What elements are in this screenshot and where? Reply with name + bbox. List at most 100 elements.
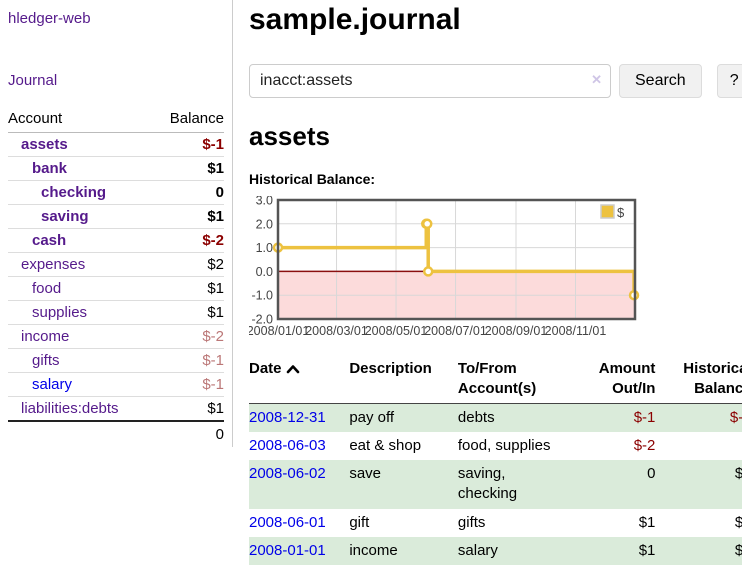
account-link[interactable]: bank [32, 160, 68, 177]
transaction-date-link[interactable]: 2008-06-01 [249, 513, 326, 531]
sort-ascending-icon [286, 365, 299, 374]
register-header-balance: Historical Balance [655, 357, 742, 404]
account-link[interactable]: checking [41, 184, 107, 201]
account-row: checking 0 [8, 180, 224, 205]
transaction-balance: $2 [734, 465, 742, 483]
chart-y-tick-label: 3.0 [256, 196, 273, 208]
transaction-date-link[interactable]: 2008-06-03 [249, 436, 326, 454]
transaction-accounts: salary [457, 541, 498, 559]
transaction-accounts: debts [457, 408, 495, 426]
chart-x-tick-label: 2008/05/01 [365, 324, 428, 338]
accounts-total-value: 0 [152, 420, 224, 447]
account-name-cell: checking [8, 180, 153, 205]
chart-y-tick-label: -1.0 [251, 289, 273, 303]
account-balance: 0 [152, 180, 224, 205]
chart-x-tick-label: 2008/11/01 [545, 324, 607, 338]
account-row: liabilities:debts $1 [8, 396, 224, 422]
chart-legend: $ [597, 203, 631, 223]
account-name-cell: bank [8, 156, 153, 181]
search-input-wrap: ✕ [249, 64, 611, 98]
chart-data-point [422, 266, 434, 277]
historical-balance-chart: $3.0 2.0 1.0 0.0 -1.0 -2.02008/01/012008/03/0… [249, 196, 640, 338]
transaction-row: 2008-01-01 income salary $1 $1 [249, 536, 742, 566]
account-row: bank $1 [8, 156, 224, 181]
account-balance: $1 [152, 156, 224, 181]
transaction-date-link[interactable]: 2008-01-01 [249, 541, 326, 559]
account-heading: assets [249, 121, 330, 151]
account-name-cell: liabilities:debts [8, 396, 153, 422]
account-link[interactable]: salary [32, 376, 73, 393]
accounts-header-account: Account [8, 106, 153, 133]
account-row: gifts $-1 [8, 348, 224, 373]
brand-link[interactable]: hledger-web [8, 10, 91, 27]
account-link[interactable]: liabilities:debts [21, 400, 119, 417]
transaction-balance: $2 [734, 513, 742, 531]
account-link[interactable]: gifts [32, 352, 60, 369]
account-link[interactable]: supplies [32, 304, 88, 321]
account-row: expenses $2 [8, 252, 224, 277]
sidebar: hledger-web Journal Account Balance asse… [0, 0, 233, 447]
account-link[interactable]: income [21, 328, 70, 345]
register-header-accounts: To/From Account(s) [457, 357, 577, 404]
transaction-description: gift [349, 513, 370, 531]
accounts-rows: assets $-1 bank $1 checking 0 saving $1 cash $-2 e… [8, 132, 224, 422]
transaction-balance: $-1 [729, 408, 742, 426]
help-button[interactable]: ? [716, 64, 742, 98]
transaction-amount: $-1 [633, 408, 656, 426]
account-balance: $-1 [152, 372, 224, 397]
account-name-cell: income [8, 324, 153, 349]
transaction-row: 2008-06-03 eat & shop food, supplies $-20 [249, 432, 742, 460]
account-balance: $-1 [152, 348, 224, 373]
account-name-cell: food [8, 276, 153, 301]
transaction-accounts: gifts [457, 513, 486, 531]
account-balance: $1 [152, 396, 224, 422]
transaction-amount: $1 [638, 541, 656, 559]
search-button[interactable]: Search [619, 64, 702, 98]
transaction-description: eat & shop [349, 436, 422, 454]
accounts-total-spacer [8, 420, 153, 447]
account-row: cash $-2 [8, 228, 224, 253]
transaction-row: 2008-06-02 save saving, checking 0 $2 [249, 460, 742, 509]
account-link[interactable]: assets [21, 136, 68, 153]
transaction-date-cell: 2008-06-02 [249, 460, 349, 509]
account-balance: $1 [152, 276, 224, 301]
register-header-date[interactable]: Date [249, 357, 350, 404]
accounts-table: Account Balance assets $-1 bank $1 checking 0… [8, 106, 224, 447]
account-row: food $1 [8, 276, 224, 301]
accounts-header-row: Account Balance [8, 106, 224, 133]
transaction-date-cell: 2008-06-01 [249, 509, 349, 537]
account-link[interactable]: saving [41, 208, 89, 225]
register-header-amount: Amount Out/In [576, 357, 656, 404]
transaction-date-link[interactable]: 2008-06-02 [249, 465, 326, 483]
account-row: salary $-1 [8, 372, 224, 397]
sidebar-item-journal[interactable]: Journal [8, 72, 58, 89]
chart-x-tick-label: 2008/09/01 [485, 324, 548, 338]
search-form: ✕ Search ? [249, 64, 742, 98]
transaction-date-cell: 2008-06-03 [249, 432, 349, 460]
sidebar-nav: Journal [8, 72, 224, 89]
account-link[interactable]: expenses [21, 256, 86, 273]
transaction-amount: 0 [647, 465, 656, 483]
transaction-accounts: saving, checking [457, 465, 518, 503]
account-row: supplies $1 [8, 300, 224, 325]
chart-y-tick-label: 0.0 [256, 265, 273, 279]
account-balance: $2 [152, 252, 224, 277]
chart-x-tick-label: 2008/01/01 [249, 324, 309, 338]
transaction-date-cell: 2008-01-01 [249, 537, 349, 565]
account-name-cell: supplies [8, 300, 153, 325]
register-table: Date Description To/From Account(s) Amou… [249, 357, 742, 566]
account-link[interactable]: food [32, 280, 62, 297]
account-balance: $-2 [152, 324, 224, 349]
transaction-date-link[interactable]: 2008-12-31 [249, 408, 326, 426]
account-link[interactable]: cash [32, 232, 67, 249]
account-row: saving $1 [8, 204, 224, 229]
chart-label: Historical Balance: [249, 171, 376, 187]
transaction-accounts: food, supplies [457, 436, 551, 454]
transaction-amount: $1 [638, 513, 656, 531]
account-name-cell: saving [8, 204, 153, 229]
account-balance: $1 [152, 204, 224, 229]
clear-search-icon[interactable]: ✕ [591, 72, 602, 87]
chart-data-point [421, 218, 433, 230]
search-input[interactable] [249, 64, 611, 98]
